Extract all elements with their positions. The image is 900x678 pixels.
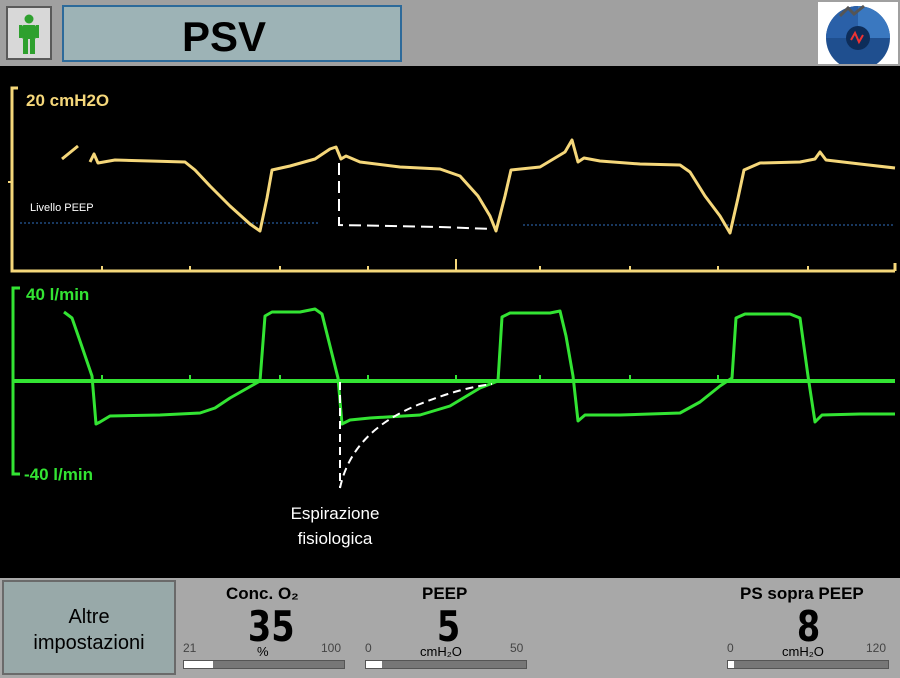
peep-value: 5 <box>436 602 461 651</box>
flow-waveform <box>63 307 895 426</box>
other-settings-line1: Altre <box>68 606 110 628</box>
mode-display[interactable]: PSV <box>62 5 402 62</box>
ventilator-logo-icon <box>818 2 898 70</box>
o2-slider[interactable] <box>183 660 345 669</box>
other-settings-button[interactable]: Altre impostazioni <box>2 580 176 675</box>
param-peep[interactable]: PEEP 5 cmH₂O 0 50 <box>362 578 532 678</box>
patient-standing-icon <box>19 14 39 54</box>
ps-value: 8 <box>796 602 821 651</box>
peep-unit: cmH₂O <box>420 644 462 659</box>
waveform-area: 20 cmH2O Livello PEEP 40 l/min -40 l/min… <box>8 86 897 548</box>
ps-slider[interactable] <box>727 660 889 669</box>
top-bar: PSV <box>0 0 900 70</box>
expiration-dashed-pressure <box>338 163 493 230</box>
o2-unit: % <box>257 644 269 659</box>
param-ps-above-peep[interactable]: PS sopra PEEP 8 cmH₂O 0 120 <box>724 578 896 678</box>
flow-scale-bottom-label: -40 l/min <box>24 465 93 484</box>
bottom-settings-bar: Altre impostazioni Conc. O₂ 35 % 21 100 … <box>0 578 900 678</box>
pressure-waveform <box>61 138 896 235</box>
peep-slider-fill <box>366 661 382 668</box>
ps-unit: cmH₂O <box>782 644 824 659</box>
annotation-line1: Espirazione <box>291 504 380 523</box>
ps-slider-fill <box>728 661 735 668</box>
o2-slider-fill <box>184 661 213 668</box>
peep-level-label: Livello PEEP <box>30 202 94 214</box>
mode-label: PSV <box>182 13 267 60</box>
expiration-dashed-flow <box>339 382 493 489</box>
annotation-line2: fisiologica <box>298 529 373 548</box>
param-o2-concentration[interactable]: Conc. O₂ 35 % 21 100 <box>180 578 350 678</box>
flow-scale-top-label: 40 l/min <box>26 285 89 304</box>
o2-value: 35 <box>247 602 295 651</box>
peep-slider[interactable] <box>365 660 527 669</box>
pressure-scale-label: 20 cmH2O <box>26 91 109 110</box>
patient-button[interactable] <box>6 6 52 60</box>
other-settings-line2: impostazioni <box>33 632 145 654</box>
